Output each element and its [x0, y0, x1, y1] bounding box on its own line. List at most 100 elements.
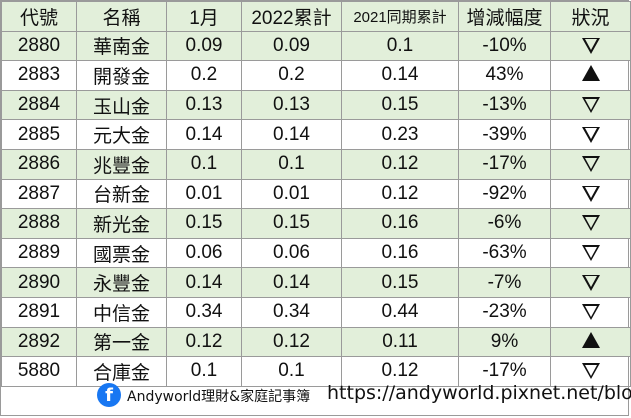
cell-code: 2891: [1, 296, 77, 328]
cell-status: [550, 296, 631, 328]
cell-status: [550, 89, 631, 121]
table-row: 2888 新光金 0.15 0.15 0.16 -6%: [1, 208, 631, 239]
cell-ytd-2021: 0.14: [341, 60, 459, 91]
cell-jan: 0.15: [166, 208, 242, 239]
cell-name: 第一金: [76, 326, 167, 358]
cell-status: [550, 208, 631, 239]
cell-code: 2885: [1, 119, 77, 150]
cell-status: [550, 148, 631, 180]
cell-name: 台新金: [76, 178, 167, 210]
header-ytd-2021: 2021同期累計: [341, 1, 459, 32]
cell-jan: 0.34: [166, 296, 242, 328]
cell-code: 2880: [1, 30, 77, 62]
cell-ytd-2022: 0.06: [241, 237, 342, 269]
cell-ytd-2022: 0.15: [241, 208, 342, 239]
triangle-down-outline-icon: [581, 156, 600, 173]
cell-status: [550, 326, 631, 358]
triangle-down-outline-icon: [581, 97, 600, 114]
cell-ytd-2022: 0.34: [241, 296, 342, 328]
table-row: 2892 第一金 0.12 0.12 0.11 9%: [1, 326, 631, 358]
cell-ytd-2021: 0.1: [341, 30, 459, 62]
header-name: 名稱: [76, 1, 167, 32]
facebook-icon: f: [97, 383, 121, 407]
table-row: 2891 中信金 0.34 0.34 0.44 -23%: [1, 296, 631, 328]
table-row: 5880 合庫金 0.1 0.1 0.12 -17%: [1, 356, 631, 387]
cell-ytd-2022: 0.12: [241, 326, 342, 358]
cell-change: -92%: [458, 178, 551, 210]
cell-change: -7%: [458, 267, 551, 298]
cell-status: [550, 60, 631, 91]
cell-jan: 0.06: [166, 237, 242, 269]
cell-status: [550, 237, 631, 269]
cell-change: -6%: [458, 208, 551, 239]
cell-ytd-2022: 0.13: [241, 89, 342, 121]
cell-status: [550, 178, 631, 210]
header-code: 代號: [1, 1, 77, 32]
table-row: 2890 永豐金 0.14 0.14 0.15 -7%: [1, 267, 631, 298]
triangle-down-outline-icon: [581, 245, 600, 262]
triangle-down-outline-icon: [581, 304, 600, 321]
cell-jan: 0.14: [166, 119, 242, 150]
cell-name: 永豐金: [76, 267, 167, 298]
triangle-up-filled-icon: [581, 331, 600, 348]
cell-change: 43%: [458, 60, 551, 91]
cell-change: -13%: [458, 89, 551, 121]
cell-ytd-2021: 0.15: [341, 89, 459, 121]
footer: f Andyworld理財&家庭記事簿 https://andyworld.pi…: [1, 374, 631, 415]
cell-ytd-2021: 0.23: [341, 119, 459, 150]
triangle-down-outline-icon: [581, 215, 600, 232]
cell-change: -10%: [458, 30, 551, 62]
cell-ytd-2022: 0.1: [241, 148, 342, 180]
eps-table: 代號 名稱 1月 2022累計 2021同期累計 增減幅度 狀況 2880 華南金…: [1, 1, 631, 387]
table-row: 2883 開發金 0.2 0.2 0.14 43%: [1, 60, 631, 91]
cell-ytd-2022: 0.09: [241, 30, 342, 62]
cell-ytd-2022: 0.14: [241, 267, 342, 298]
triangle-down-outline-icon: [581, 185, 600, 202]
cell-code: 2888: [1, 208, 77, 239]
cell-change: -23%: [458, 296, 551, 328]
cell-ytd-2021: 0.44: [341, 296, 459, 328]
cell-ytd-2021: 0.12: [341, 148, 459, 180]
cell-status: [550, 119, 631, 150]
cell-name: 國票金: [76, 237, 167, 269]
cell-code: 5880: [1, 356, 77, 387]
cell-ytd-2021: 0.12: [341, 178, 459, 210]
blog-url: https://andyworld.pixnet.net/blog: [327, 382, 631, 404]
triangle-down-outline-icon: [581, 363, 600, 380]
cell-status: [550, 267, 631, 298]
cell-code: 2884: [1, 89, 77, 121]
cell-ytd-2022: 0.14: [241, 119, 342, 150]
cell-ytd-2021: 0.16: [341, 208, 459, 239]
triangle-down-outline-icon: [581, 37, 600, 54]
cell-ytd-2021: 0.16: [341, 237, 459, 269]
cell-ytd-2022: 0.01: [241, 178, 342, 210]
cell-change: 9%: [458, 326, 551, 358]
table-row: 2887 台新金 0.01 0.01 0.12 -92%: [1, 178, 631, 210]
blog-brand: Andyworld理財&家庭記事簿: [127, 389, 311, 405]
cell-jan: 0.1: [166, 148, 242, 180]
table-row: 2889 國票金 0.06 0.06 0.16 -63%: [1, 237, 631, 269]
header-change: 增減幅度: [458, 1, 551, 32]
cell-name: 中信金: [76, 296, 167, 328]
triangle-up-filled-icon: [581, 65, 600, 82]
cell-code: 2887: [1, 178, 77, 210]
cell-name: 華南金: [76, 30, 167, 62]
table-row: 2885 元大金 0.14 0.14 0.23 -39%: [1, 119, 631, 150]
triangle-down-outline-icon: [581, 274, 600, 291]
cell-code: 2892: [1, 326, 77, 358]
table-header-row: 代號 名稱 1月 2022累計 2021同期累計 增減幅度 狀況: [1, 1, 631, 32]
cell-ytd-2021: 0.11: [341, 326, 459, 358]
table-row: 2884 玉山金 0.13 0.13 0.15 -13%: [1, 89, 631, 121]
cell-jan: 0.14: [166, 267, 242, 298]
cell-name: 合庫金: [76, 356, 167, 387]
cell-name: 開發金: [76, 60, 167, 91]
table-body: 2880 華南金 0.09 0.09 0.1 -10% 2883 開發金 0.2 0.2 0.14 4…: [1, 30, 631, 387]
table-row: 2880 華南金 0.09 0.09 0.1 -10%: [1, 30, 631, 62]
cell-code: 2886: [1, 148, 77, 180]
table-row: 2886 兆豐金 0.1 0.1 0.12 -17%: [1, 148, 631, 180]
cell-jan: 0.2: [166, 60, 242, 91]
cell-jan: 0.09: [166, 30, 242, 62]
cell-change: -39%: [458, 119, 551, 150]
cell-code: 2883: [1, 60, 77, 91]
cell-code: 2890: [1, 267, 77, 298]
